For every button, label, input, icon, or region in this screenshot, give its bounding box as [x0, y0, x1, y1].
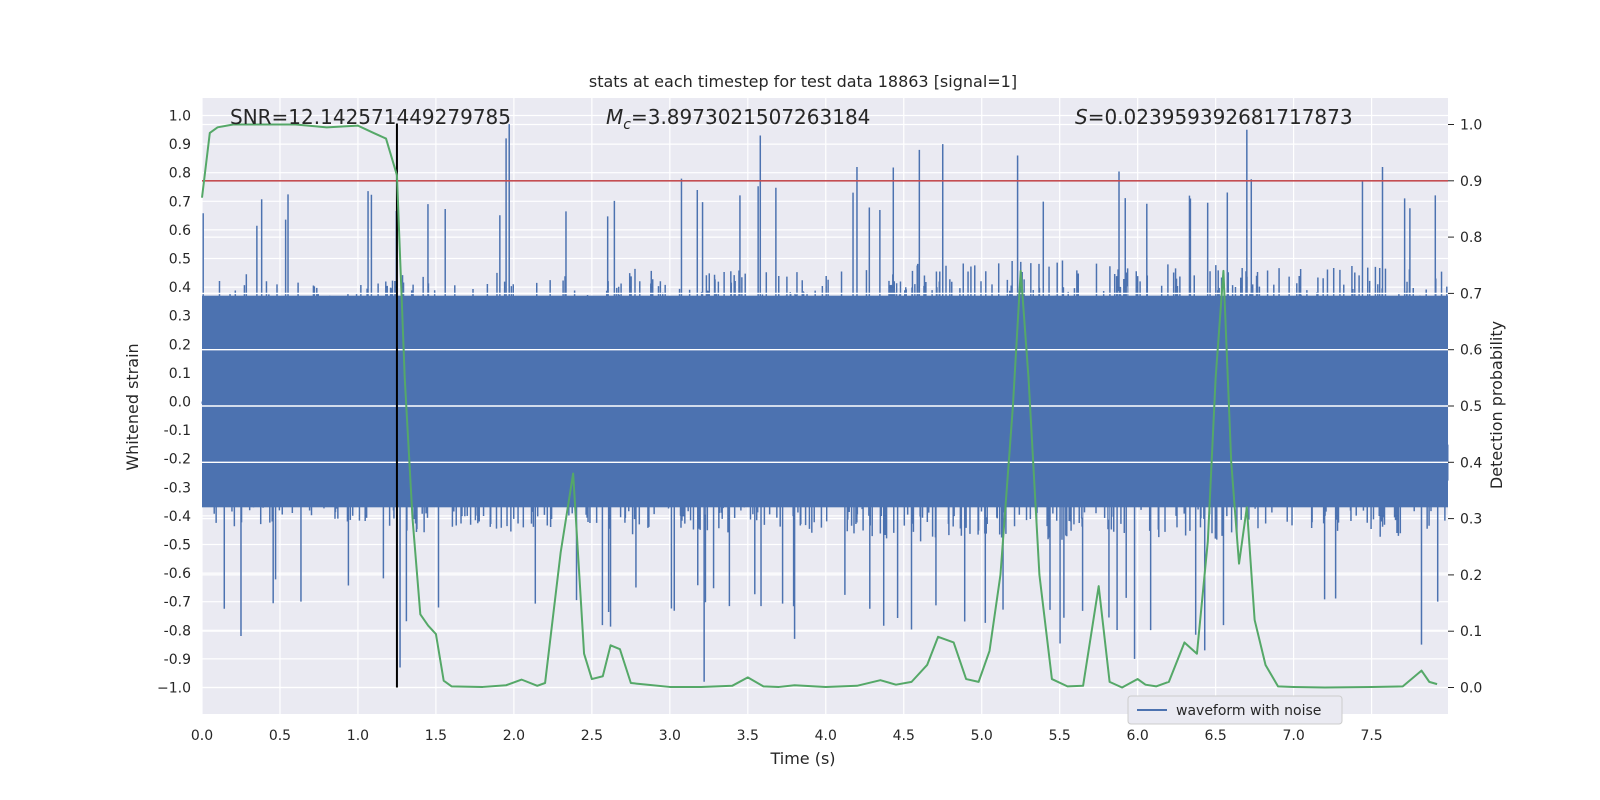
legend-box — [1127, 695, 1343, 725]
snr-annotation: SNR=12.142571449279785 — [230, 105, 511, 129]
x-tick-label: 5.5 — [1049, 728, 1071, 744]
y-tick-label-left: -0.7 — [164, 595, 191, 611]
y-tick-label-left: 0.9 — [169, 137, 191, 153]
y-tick-label-right: 0.7 — [1460, 286, 1482, 302]
y-tick-label-left: 0.7 — [169, 194, 191, 210]
y-tick-label-left: -0.6 — [164, 566, 191, 582]
y-tick-label-left: 0.3 — [169, 309, 191, 325]
y-tick-label-right: 1.0 — [1460, 118, 1482, 134]
y-tick-label-left: 0.8 — [169, 166, 191, 182]
x-tick-label: 1.5 — [425, 728, 447, 744]
y-tick-label-left: -0.9 — [164, 652, 191, 668]
y-tick-label-left: 0.1 — [169, 366, 191, 382]
y-tick-label-left: 0.0 — [169, 395, 191, 411]
x-tick-label: 1.0 — [347, 728, 369, 744]
y-tick-label-left: -0.2 — [164, 452, 191, 468]
y-axis-label-left: Whitened strain — [123, 343, 142, 470]
y-tick-label-right: 0.9 — [1460, 174, 1482, 190]
chirp-mass-annotation: Mc=3.8973021507263184 — [606, 105, 870, 133]
chirp-mass-value: =3.8973021507263184 — [631, 105, 870, 129]
y-tick-label-left: 0.2 — [169, 337, 191, 353]
chirp-mass-symbol: M — [606, 105, 623, 129]
y-tick-label-right: 0.5 — [1460, 399, 1482, 415]
waveform-core — [202, 295, 1448, 508]
y-tick-label-left: 0.4 — [169, 280, 191, 296]
y-tick-label-left: -0.4 — [164, 509, 191, 525]
y-tick-label-left: −1.0 — [157, 681, 191, 697]
legend: waveform with noise — [1127, 695, 1343, 725]
x-tick-label: 2.0 — [503, 728, 525, 744]
x-tick-label: 7.5 — [1360, 728, 1382, 744]
probability-series — [201, 123, 1438, 689]
y-tick-label-left: 0.6 — [169, 223, 191, 239]
x-tick-label: 4.0 — [815, 728, 837, 744]
y-tick-label-left: -0.1 — [164, 423, 191, 439]
x-tick-label: 0.0 — [191, 728, 213, 744]
s-value: =0.023959392681717873 — [1088, 105, 1353, 129]
legend-label-waveform: waveform with noise — [1176, 703, 1321, 719]
x-tick-label: 2.5 — [581, 728, 603, 744]
chirp-mass-subscript: c — [623, 117, 631, 133]
x-tick-label: 7.0 — [1282, 728, 1304, 744]
y-tick-label-left: -0.5 — [164, 538, 191, 554]
y-tick-label-left: 1.0 — [169, 109, 191, 125]
y-tick-label-left: -0.3 — [164, 480, 191, 496]
x-tick-label: 5.0 — [971, 728, 993, 744]
s-annotation: S=0.023959392681717873 — [1075, 105, 1353, 129]
x-tick-label: 4.5 — [893, 728, 915, 744]
x-tick-label: 6.5 — [1205, 728, 1227, 744]
x-tick-label: 3.5 — [737, 728, 759, 744]
y-tick-label-right: 0.0 — [1460, 681, 1482, 697]
x-tick-label: 3.0 — [659, 728, 681, 744]
y-tick-label-left: -0.8 — [164, 623, 191, 639]
y-axis-label-right: Detection probability — [1487, 321, 1506, 489]
y-tick-label-right: 0.1 — [1460, 624, 1482, 640]
y-tick-label-left: 0.5 — [169, 252, 191, 268]
y-tick-label-right: 0.4 — [1460, 455, 1482, 471]
x-tick-label: 0.5 — [269, 728, 291, 744]
axes: 0.0 0.5 1.0 1.5 2.0 2.5 3.0 3.5 4.0 4.5 5.0 5.5 6.0 6… — [157, 109, 1482, 745]
y-tick-label-right: 0.8 — [1460, 230, 1482, 246]
y-tick-label-right: 0.6 — [1460, 343, 1482, 359]
y-tick-label-right: 0.3 — [1460, 512, 1482, 528]
y-tick-label-right: 0.2 — [1460, 568, 1482, 584]
x-axis-label: Time (s) — [769, 749, 835, 768]
chart-title: stats at each timestep for test data 188… — [589, 72, 1017, 91]
s-symbol: S — [1075, 105, 1088, 129]
probability-line — [201, 123, 1438, 689]
x-tick-label: 6.0 — [1127, 728, 1149, 744]
